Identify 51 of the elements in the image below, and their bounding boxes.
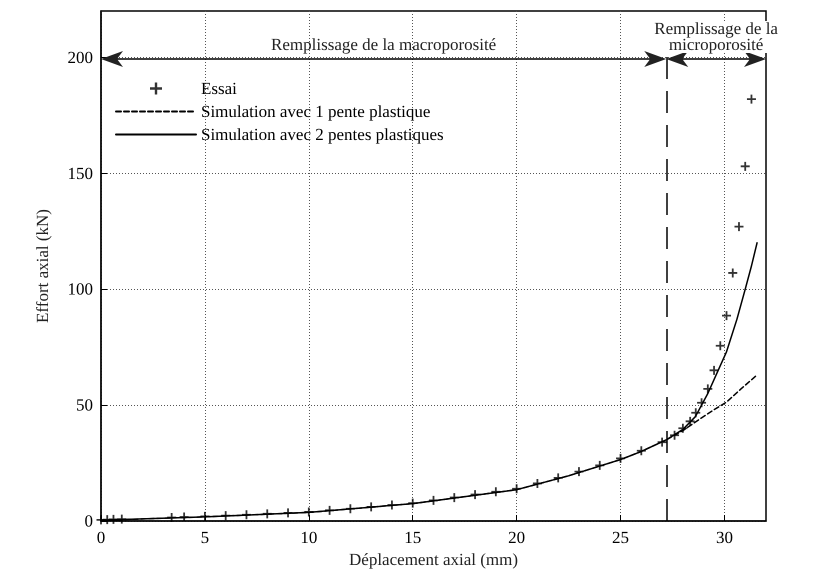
y-tick-label: 100 [68,280,93,299]
point [429,496,438,505]
point [616,454,626,463]
point [304,507,314,516]
point [728,268,738,278]
x-tick-label: 20 [508,528,526,547]
x-tick-label: 25 [612,528,630,547]
point [117,514,126,524]
point [703,384,712,394]
y-tick-label: 200 [68,48,93,67]
point [450,493,459,502]
x-tick-label: 15 [404,528,422,547]
point [746,94,756,104]
y-tick-label: 0 [84,512,93,530]
annotation: Remplissage de la microporosité [654,19,778,54]
y-tick-label: 50 [76,396,93,415]
x-tick-label: 5 [200,528,210,547]
legend-label: Simulation avec 2 pentes plastiques [201,125,444,144]
legend-label: Simulation avec 1 pente plastique [201,102,430,121]
point [325,506,334,515]
point [470,490,480,500]
point [574,467,584,476]
point [108,514,118,524]
point [658,438,667,447]
point [734,222,744,232]
y-tick-label: 150 [68,164,93,183]
point [512,484,522,494]
point [722,311,732,320]
x-tick-label: 10 [300,528,318,547]
point [532,478,542,488]
x-tick-label: 0 [96,528,106,547]
point [670,430,680,440]
x-tick-label: 30 [716,528,733,547]
point [346,504,355,514]
point [366,502,376,512]
point [697,398,706,408]
annotation: Remplissage de la macroporosité [271,35,496,54]
point [167,513,176,522]
point [387,500,396,510]
point [678,424,688,433]
point [710,366,719,375]
point [595,460,604,470]
point [200,512,210,521]
point [554,473,563,482]
y-axis-title: Effort axial (kN) [33,209,52,323]
x-axis-title: Déplacement axial (mm) [349,550,518,569]
legend-label: Essai [201,79,238,98]
point [686,416,695,426]
point [284,508,293,518]
point [242,510,251,520]
point [408,498,418,508]
